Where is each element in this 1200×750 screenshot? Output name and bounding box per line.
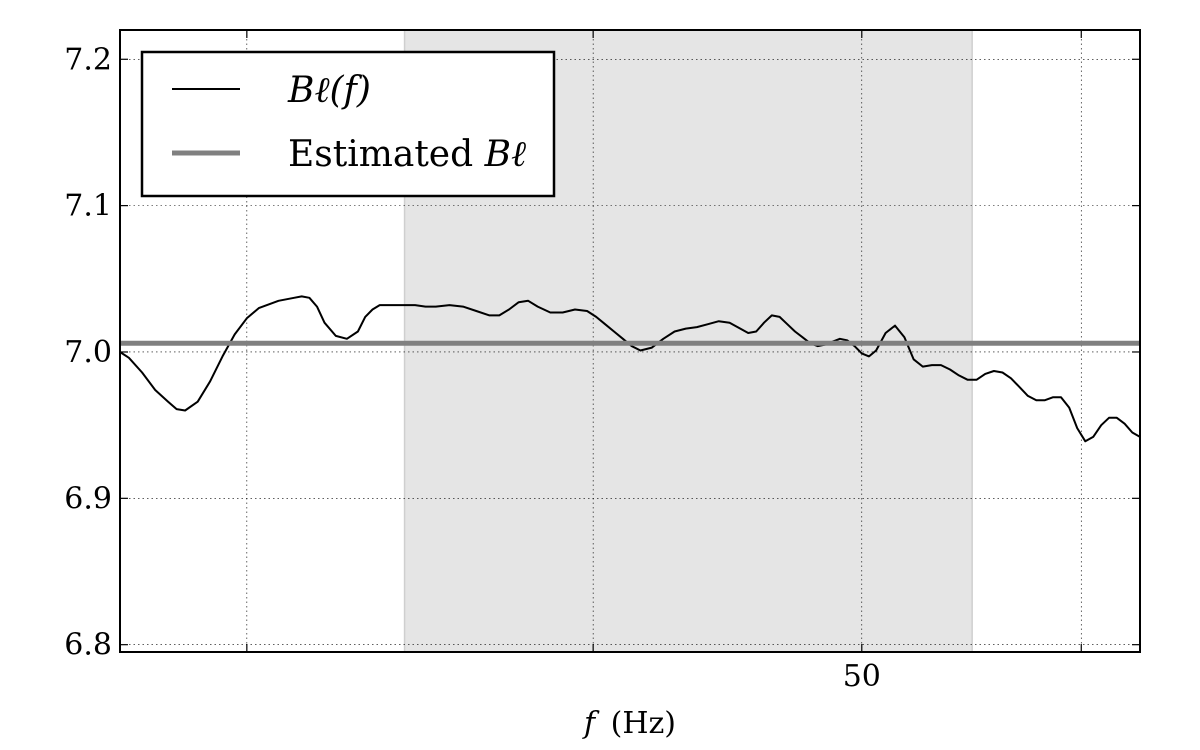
legend-entry-series-0: Bℓ(f) [287, 70, 371, 111]
y-tick-label: 7.1 [64, 189, 112, 224]
legend-box [140, 50, 556, 198]
y-tick-label: 6.9 [64, 481, 112, 516]
y-tick-label: 6.8 [64, 628, 112, 663]
y-tick-label: 7.2 [64, 42, 112, 77]
legend-series-0-var: Bℓ [287, 70, 329, 111]
legend-series-1-text: Estimated [288, 134, 485, 175]
legend-series-0-arg: (f) [329, 70, 370, 111]
y-tick-label: 7.0 [64, 335, 112, 370]
x-axis-label: f (Hz) [582, 706, 676, 741]
legend: Bℓ(f) Estimated Bℓ [140, 50, 556, 198]
series-line-bl-f [120, 295, 1140, 443]
x-tick-label: 50 [843, 659, 881, 694]
plot-frame [119, 29, 1141, 653]
x-axis-label-var: f [582, 706, 600, 741]
legend-entry-series-1: Estimated Bℓ [288, 134, 526, 175]
legend-series-1-var: Bℓ [484, 134, 526, 175]
x-axis-label-unit: (Hz) [611, 706, 676, 741]
